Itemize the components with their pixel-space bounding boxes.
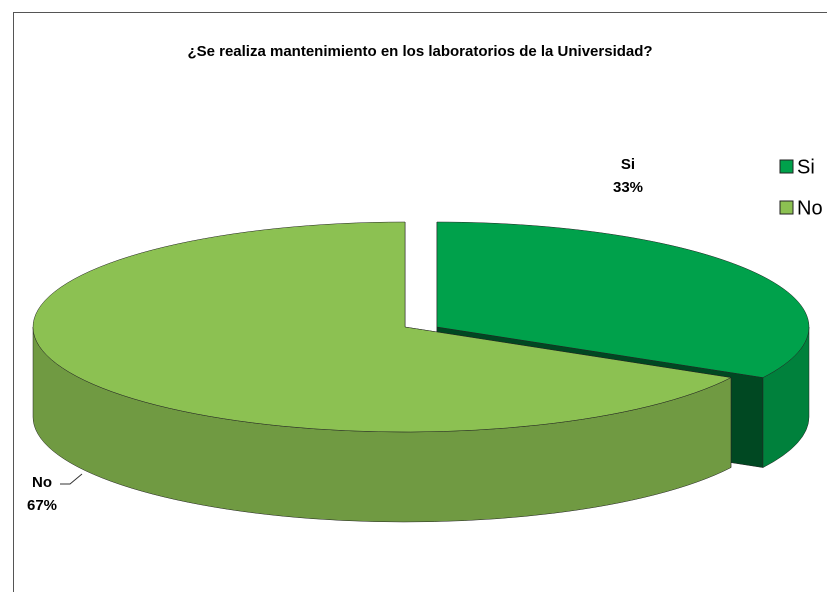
legend-swatch — [779, 159, 794, 174]
legend-label: Si — [797, 156, 815, 178]
legend-label: No — [797, 197, 823, 219]
legend-swatch — [779, 200, 794, 215]
data-label-category: No — [32, 474, 52, 491]
data-label-value: 33% — [613, 179, 643, 196]
pie-slice — [32, 221, 732, 433]
chart-title: ¿Se realiza mantenimiento en los laborat… — [187, 43, 652, 60]
data-label-value: 67% — [27, 497, 57, 514]
leader-line — [60, 473, 83, 485]
pie-slice — [436, 221, 810, 378]
data-label-category: Si — [621, 156, 635, 173]
